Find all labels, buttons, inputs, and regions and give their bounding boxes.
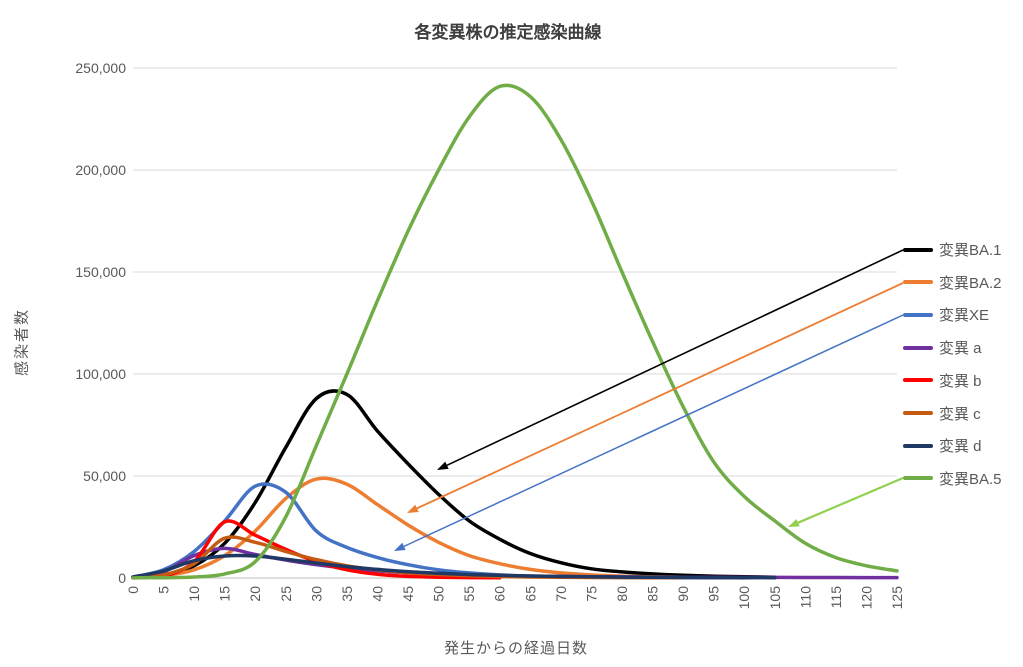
- x-tick-label: 105: [767, 586, 783, 610]
- x-tick-label: 55: [461, 586, 477, 602]
- annotation-arrow-line: [446, 249, 904, 467]
- legend-item: 変異BA.2: [903, 272, 1002, 293]
- x-tick-label: 5: [156, 586, 172, 594]
- legend-label: 変異XE: [939, 307, 990, 325]
- x-axis-title: 発生からの経過日数: [443, 640, 589, 657]
- legend-item: 変異 d: [903, 435, 982, 456]
- legend-swatch: [903, 280, 933, 285]
- x-tick-label: 80: [614, 586, 630, 602]
- legend-item: 変異BA.5: [903, 468, 1002, 489]
- legend-swatch: [903, 476, 933, 481]
- annotation-arrow-line: [797, 476, 904, 524]
- series-curve-8: [131, 83, 899, 580]
- x-tick-label: 45: [400, 586, 416, 602]
- legend-swatch: [903, 312, 933, 317]
- x-tick-label: 0: [125, 586, 141, 594]
- annotation-arrow-head: [437, 461, 449, 470]
- y-tick-label: 200,000: [75, 162, 126, 178]
- x-tick-label: 20: [247, 586, 263, 602]
- x-tick-label: 15: [217, 586, 233, 602]
- legend-label: 変異BA.1: [939, 242, 1002, 259]
- legend-label: 変異BA.2: [939, 274, 1002, 292]
- legend-label: 変異 c: [939, 405, 981, 423]
- annotation-arrow-line: [403, 314, 904, 548]
- y-tick-label: 50,000: [83, 468, 126, 484]
- x-tick-label: 90: [675, 586, 691, 602]
- series-curve-7: [131, 553, 777, 580]
- y-axis-title: 感染者数: [13, 307, 31, 377]
- x-tick-label: 50: [431, 586, 447, 602]
- x-tick-label: 35: [339, 586, 355, 602]
- legend-item: 変異 b: [903, 370, 982, 391]
- x-tick-label: 120: [858, 586, 874, 610]
- legend-label: 変異 b: [939, 372, 982, 390]
- x-tick-label: 25: [278, 586, 294, 602]
- legend-swatch: [903, 345, 933, 350]
- x-tick-label: 30: [308, 586, 324, 602]
- y-tick-label: 100,000: [75, 366, 126, 382]
- x-tick-label: 75: [583, 586, 599, 602]
- legend-swatch: [903, 378, 933, 383]
- annotation-arrow-head: [788, 519, 800, 527]
- y-tick-label: 0: [118, 570, 126, 586]
- legend-item: 変異 c: [903, 403, 981, 424]
- x-tick-label: 95: [706, 586, 722, 602]
- annotation-arrow-head: [394, 542, 406, 551]
- x-tick-label: 70: [553, 586, 569, 602]
- x-tick-label: 85: [645, 586, 661, 602]
- series-curve-4: [131, 546, 899, 580]
- legend-swatch: [903, 247, 933, 252]
- legend-item: 変異BA.1: [903, 239, 1002, 260]
- y-tick-label: 250,000: [75, 60, 126, 76]
- annotation-arrow-line: [416, 282, 904, 510]
- y-tick-label: 150,000: [75, 264, 126, 280]
- legend-swatch: [903, 443, 933, 448]
- x-tick-label: 115: [828, 586, 844, 609]
- x-tick-label: 60: [492, 586, 508, 602]
- x-tick-label: 100: [736, 586, 752, 610]
- legend-swatch: [903, 411, 933, 415]
- legend-label: 変異BA.5: [939, 470, 1002, 488]
- legend-item: 変異XE: [903, 304, 989, 325]
- x-tick-label: 40: [369, 586, 385, 602]
- x-tick-label: 65: [522, 586, 538, 602]
- legend-item: 変異 a: [903, 337, 982, 358]
- x-tick-label: 10: [186, 586, 202, 602]
- x-tick-label: 110: [797, 586, 813, 609]
- legend-label: 変異 d: [939, 438, 982, 456]
- x-tick-label: 125: [889, 586, 905, 610]
- annotation-arrow-head: [407, 504, 419, 513]
- chart-title: 各変異株の推定感染曲線: [414, 23, 602, 42]
- legend-label: 変異 a: [939, 340, 982, 358]
